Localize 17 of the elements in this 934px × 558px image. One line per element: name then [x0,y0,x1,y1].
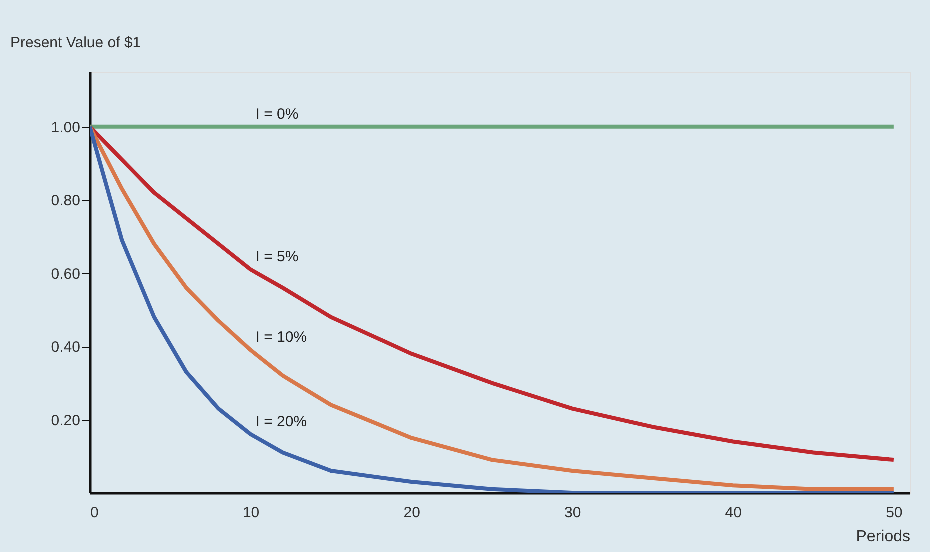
x-tick-label: 50 [886,504,903,522]
y-tick-label: 0.60 [51,266,80,283]
x-axis-title: Periods [856,528,910,546]
y-tick-label: 0.80 [51,192,80,210]
series-label: I = 20% [256,413,308,430]
x-tick-label: 40 [725,504,742,522]
x-tick-label: 0 [90,504,99,522]
x-tick-label: 10 [242,504,260,522]
y-tick-label: 1.00 [51,119,80,136]
y-tick-label: 0.40 [51,339,80,356]
x-tick-label: 30 [564,504,582,522]
y-tick-label: 0.20 [51,412,80,430]
series-label: I = 0% [256,106,299,123]
series-label: I = 5% [256,248,299,266]
series-label: I = 10% [256,329,308,346]
y-axis-title: Present Value of $1 [10,34,142,52]
x-tick-label: 20 [404,504,420,522]
